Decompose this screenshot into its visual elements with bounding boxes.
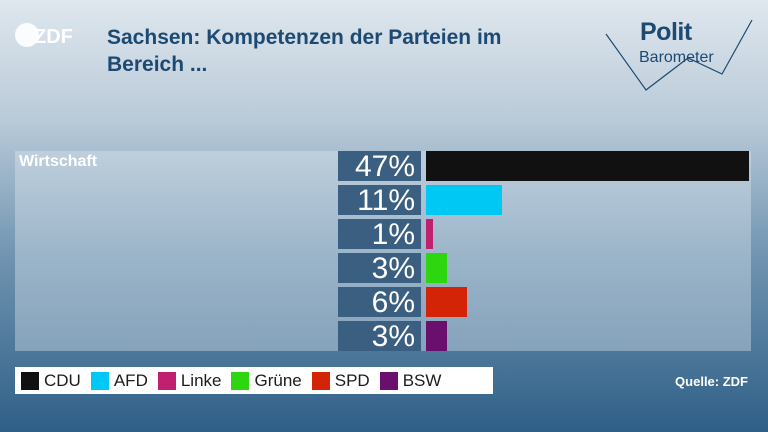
legend-item-spd: SPD [311, 370, 370, 391]
legend-item-linke: Linke [157, 370, 222, 391]
zdf-logo: ZDF [14, 22, 78, 48]
value-label-linke: 1% [338, 219, 421, 250]
legend-label: SPD [334, 370, 370, 390]
chart-panel [15, 151, 751, 351]
politbarometer-logo: Polit Barometer [604, 14, 754, 96]
logo-text: ZDF [34, 26, 73, 48]
source-label: Quelle: ZDF [675, 374, 748, 389]
bar-spd [426, 287, 467, 317]
legend-swatch [379, 371, 398, 390]
bar-bsw [426, 321, 447, 351]
legend: CDU AFD Linke Grüne SPD BSW [15, 367, 493, 394]
legend-swatch [21, 371, 39, 390]
bar-linke [426, 219, 433, 249]
brand-line2: Barometer [639, 49, 714, 66]
legend-swatch [157, 371, 176, 390]
value-label-cdu: 47% [338, 151, 421, 182]
bar-cdu [426, 151, 749, 181]
brand-line1: Polit [640, 18, 692, 46]
value-label-afd: 11% [338, 185, 421, 216]
value-label-bsw: 3% [338, 321, 421, 352]
legend-swatch [231, 371, 250, 390]
legend-swatch [90, 371, 109, 390]
legend-label: BSW [402, 370, 442, 390]
zdf-logo-icon: ZDF [15, 23, 73, 48]
legend-label: Linke [180, 370, 222, 390]
value-label-spd: 6% [338, 287, 421, 318]
legend-item-bsw: BSW [379, 370, 442, 391]
legend-label: CDU [44, 370, 81, 390]
legend-item-cdu: CDU [21, 371, 81, 391]
zigzag-icon [605, 19, 753, 91]
bar-afd [426, 185, 502, 215]
legend-label: AFD [113, 370, 148, 390]
chart-title: Sachsen: Kompetenzen der Parteien im Ber… [107, 26, 502, 76]
category-label: Wirtschaft [19, 153, 98, 170]
legend-swatch [311, 371, 330, 390]
legend-item-grüne: Grüne [231, 370, 302, 391]
value-label-grüne: 3% [338, 253, 421, 284]
legend-item-afd: AFD [90, 370, 148, 391]
legend-label: Grüne [254, 370, 302, 390]
bar-grüne [426, 253, 447, 283]
